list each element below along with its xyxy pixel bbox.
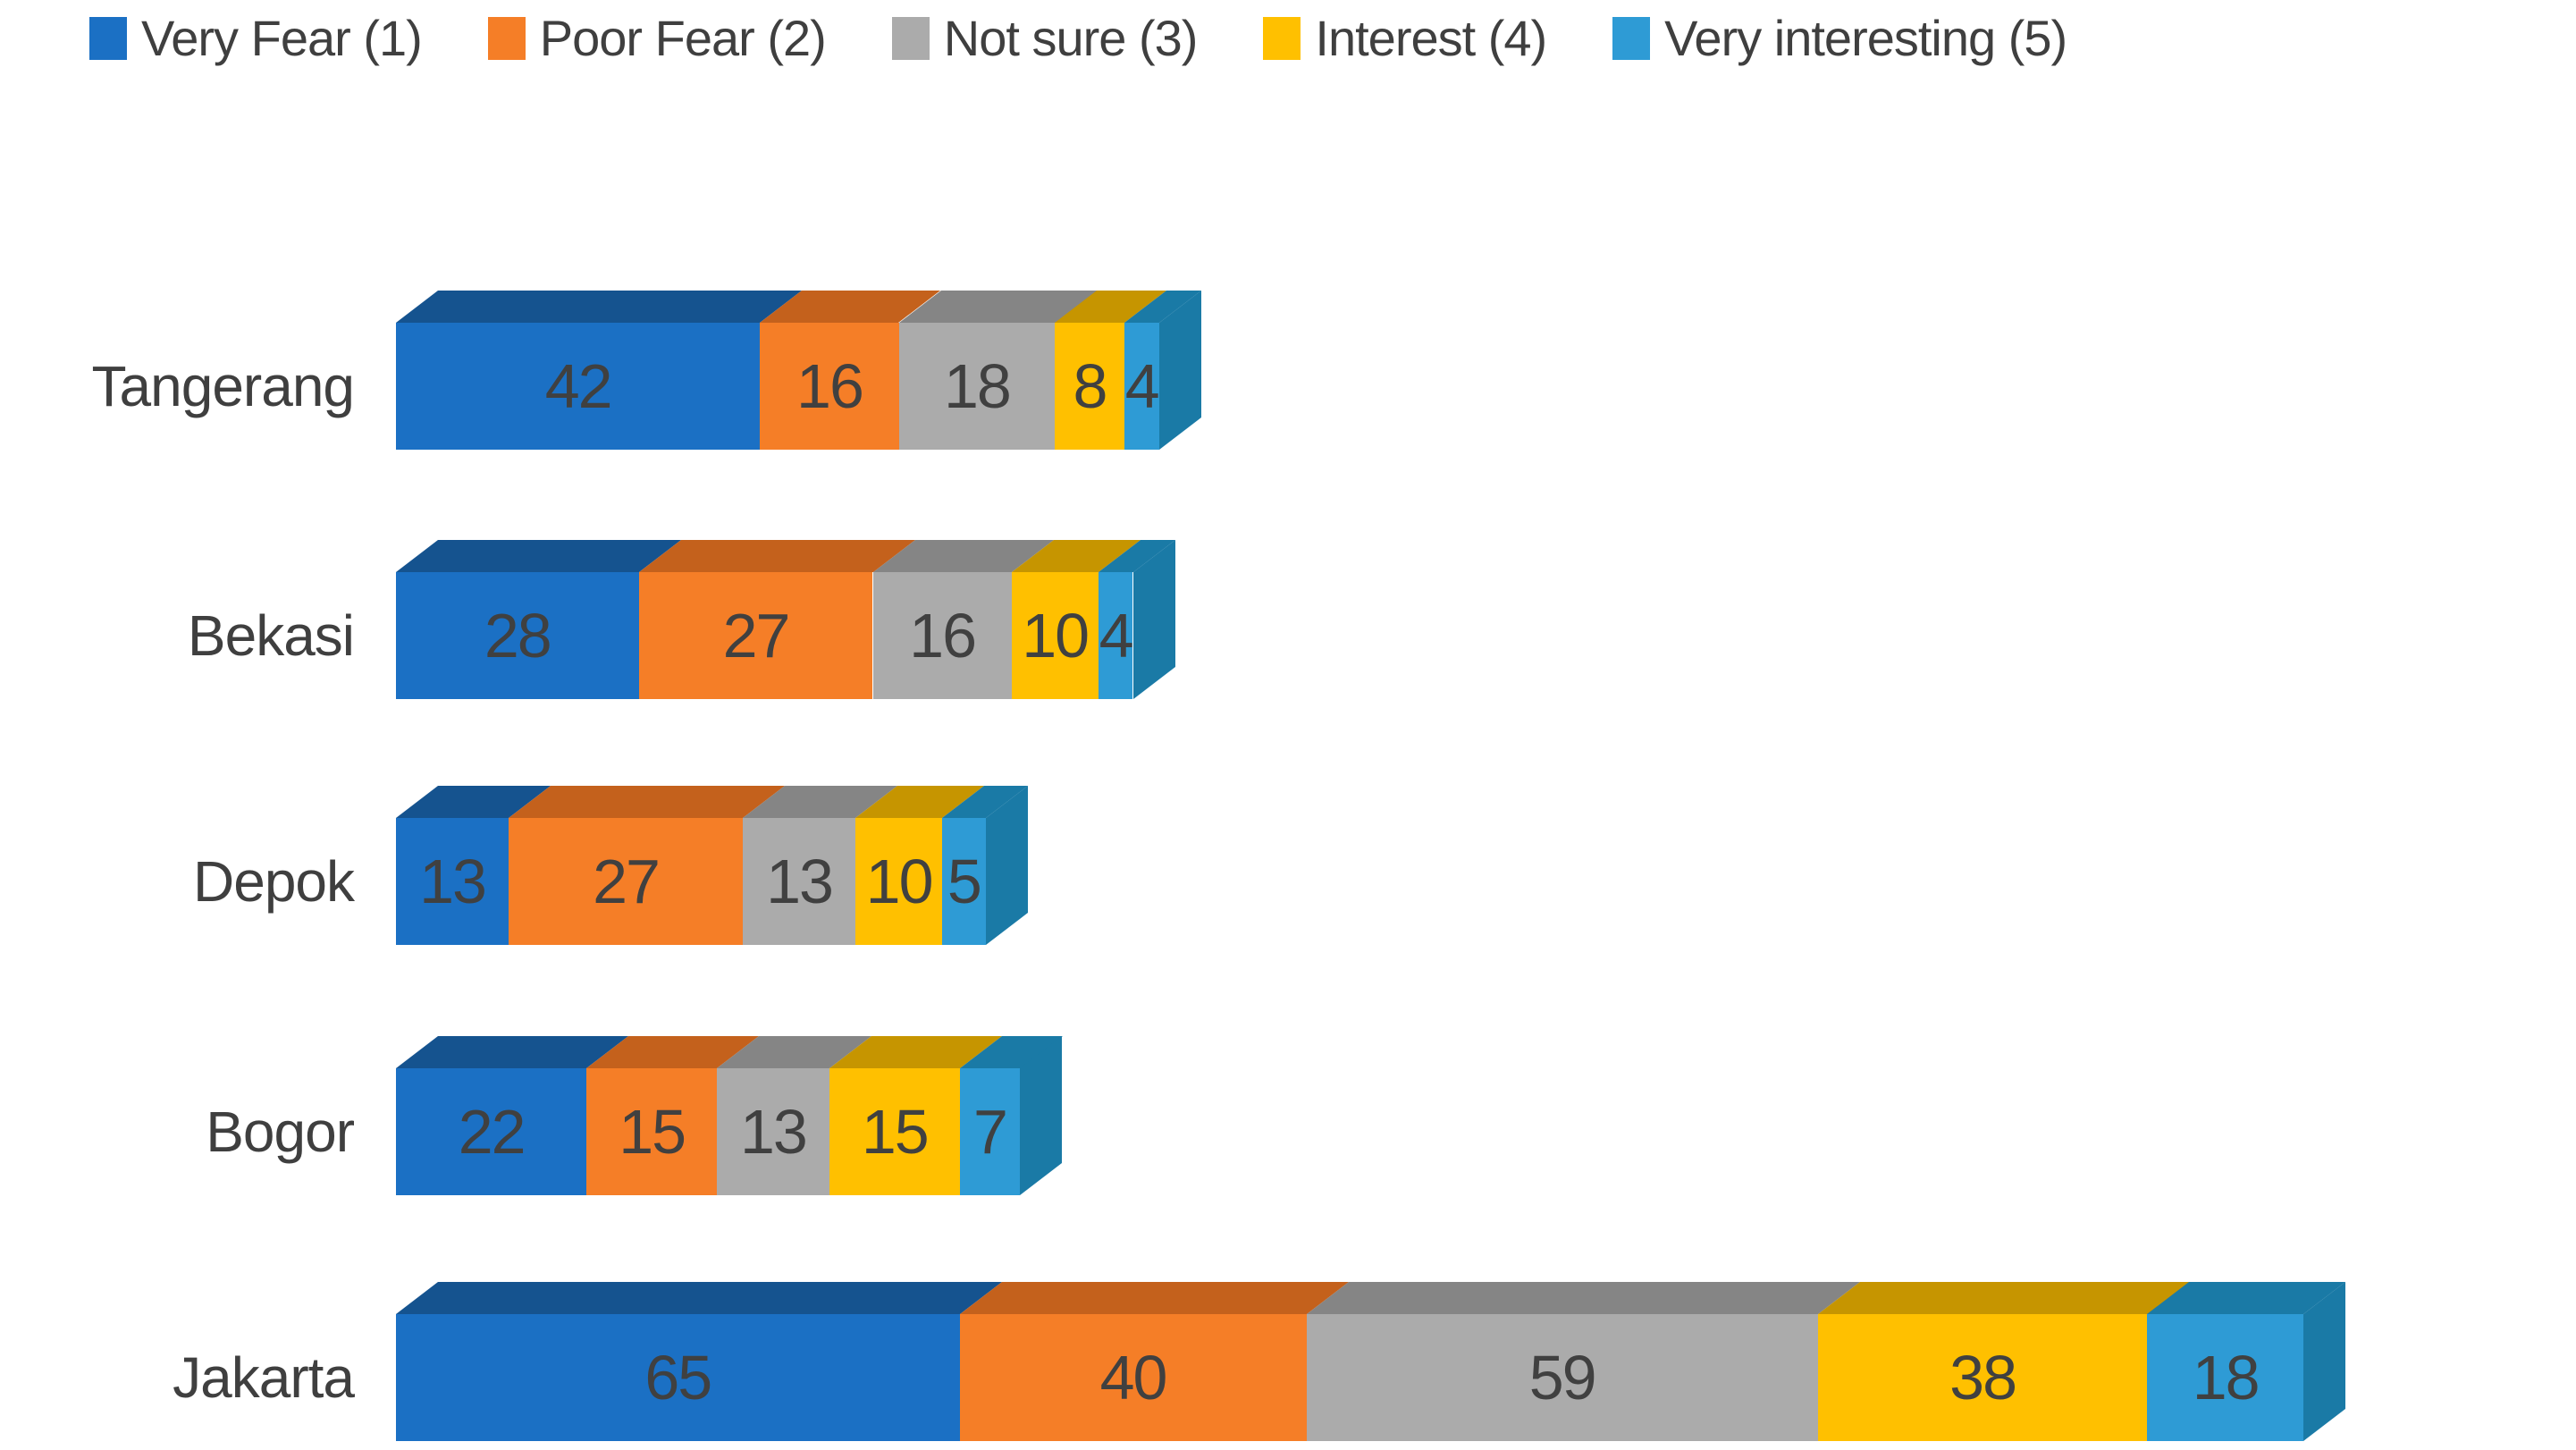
bar-segment: 15: [829, 1068, 960, 1195]
legend-label: Very Fear (1): [141, 10, 423, 66]
segment-value-label: 10: [1022, 601, 1090, 670]
segment-value-label: 42: [544, 351, 613, 421]
category-label: Jakarta: [173, 1345, 355, 1410]
category-label: Depok: [193, 849, 355, 914]
legend-label: Very interesting (5): [1664, 10, 2067, 66]
segment-value-label: 27: [593, 847, 661, 916]
segment-value-label: 28: [484, 601, 552, 670]
bar-segment: 10: [855, 818, 943, 945]
bar-segment: 13: [716, 1068, 829, 1195]
bar-segment: 16: [760, 323, 899, 450]
segment-value-label: 59: [1528, 1343, 1597, 1412]
segment-value-label: 18: [943, 351, 1012, 421]
bar-segment: 40: [959, 1314, 1307, 1441]
segment-value-label: 15: [619, 1097, 686, 1167]
segment-value-label: 18: [2192, 1343, 2260, 1412]
bar-segment: 22: [396, 1068, 587, 1195]
segment-value-label: 8: [1073, 351, 1108, 421]
segment-value-label: 27: [722, 601, 791, 670]
legend-item: Very interesting (5): [1612, 9, 2067, 67]
segment-value-label: 40: [1099, 1343, 1168, 1412]
segment-value-label: 16: [909, 601, 977, 670]
bar-segment: 38: [1817, 1314, 2148, 1441]
segment-value-label: 13: [740, 1097, 808, 1167]
bar-segment: 18: [898, 323, 1056, 450]
bar-segment: 4: [1098, 572, 1134, 699]
segment-value-label: 5: [947, 847, 982, 916]
legend-swatch-icon: [891, 16, 930, 60]
segment-top-face: [396, 1282, 1002, 1314]
segment-value-label: 15: [861, 1097, 930, 1167]
bar-segment: 42: [396, 323, 761, 450]
segment-value-label: 13: [419, 847, 487, 916]
segment-value-label: 16: [796, 351, 864, 421]
bar-segment: 18: [2147, 1314, 2303, 1441]
legend-item: Interest (4): [1263, 9, 1547, 67]
bar-segment: 27: [509, 818, 743, 945]
bar-segment: 16: [872, 572, 1012, 699]
segment-top-face: [959, 1282, 1349, 1314]
segment-top-face: [396, 291, 803, 323]
legend-swatch-icon: [487, 16, 526, 60]
bar-segment: 13: [396, 818, 509, 945]
segment-value-label: 7: [972, 1097, 1008, 1167]
bar-segment: 8: [1055, 323, 1124, 450]
segment-top-face: [1817, 1282, 2190, 1314]
legend-swatch-icon: [89, 16, 127, 60]
legend-swatch-icon: [1612, 16, 1651, 60]
segment-top-face: [509, 786, 785, 818]
segment-value-label: 22: [458, 1097, 526, 1167]
legend-label: Poor Fear (2): [539, 10, 827, 66]
bar-segment: 7: [959, 1068, 1021, 1195]
category-label: Bekasi: [187, 603, 355, 668]
legend-item: Not sure (3): [891, 9, 1199, 67]
segment-value-label: 4: [1124, 351, 1160, 421]
category-label: Bogor: [206, 1100, 355, 1164]
chart-legend: Very Fear (1) Poor Fear (2) Not sure (3) In…: [89, 9, 2067, 67]
legend-label: Interest (4): [1315, 10, 1547, 66]
legend-item: Poor Fear (2): [487, 9, 827, 67]
segment-top-face: [396, 540, 681, 572]
segment-top-face: [638, 540, 915, 572]
bar-segment: 27: [638, 572, 873, 699]
segment-value-label: 4: [1099, 601, 1134, 670]
bar-segment: 10: [1011, 572, 1099, 699]
bar-segment: 28: [396, 572, 639, 699]
category-label: Tangerang: [91, 354, 355, 418]
bar-segment: 65: [396, 1314, 960, 1441]
bar-segment: 15: [586, 1068, 717, 1195]
segment-value-label: 13: [766, 847, 834, 916]
legend-label: Not sure (3): [943, 10, 1199, 66]
segment-value-label: 38: [1949, 1343, 2017, 1412]
segment-value-label: 65: [644, 1343, 712, 1412]
bar-segment: 4: [1124, 323, 1160, 450]
bar-segment: 13: [743, 818, 856, 945]
bar-segment: 5: [942, 818, 986, 945]
bar-segment: 59: [1306, 1314, 1818, 1441]
segment-top-face: [1306, 1282, 1860, 1314]
legend-item: Very Fear (1): [89, 9, 423, 67]
legend-swatch-icon: [1263, 16, 1301, 60]
segment-value-label: 10: [865, 847, 934, 916]
